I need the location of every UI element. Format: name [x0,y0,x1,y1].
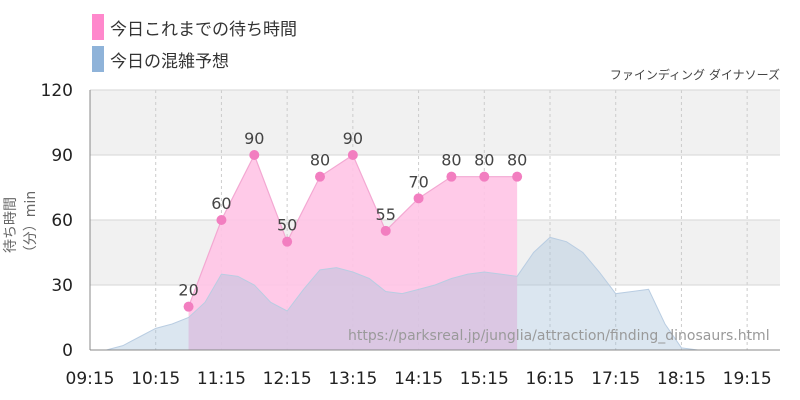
data-label-actual: 80 [441,151,461,170]
data-point-actual [249,150,260,160]
x-tick-label: 16:15 [526,369,575,389]
data-label-actual: 90 [343,129,363,148]
forecast-line [90,236,780,351]
forecast-area [90,237,780,350]
x-tick-label: 17:15 [591,369,640,389]
data-label-actual: 20 [178,281,198,300]
data-point-actual [282,236,293,247]
data-point-actual [347,150,358,160]
y-tick-label: 120 [41,81,73,101]
y-axis-label: 待ち時間（分）min [3,190,39,260]
data-labels: 20 60 90 50 80 90 55 70 80 80 80 [178,129,527,300]
data-label-actual: 90 [244,129,264,148]
x-tick-label: 15:15 [460,369,509,389]
y-tick-label: 30 [51,276,73,296]
x-tick-label: 11:15 [197,369,246,389]
x-tick-label: 19:15 [723,369,772,389]
data-label-actual: 80 [474,151,494,170]
x-tick-label: 14:15 [394,369,443,389]
data-label-actual: 80 [507,151,527,170]
legend-label-forecast: 今日の混雑予想 [110,51,229,72]
data-point-actual [380,225,391,236]
x-tick-label: 13:15 [328,369,377,389]
source-url-watermark: https://parksreal.jp/junglia/attraction/… [348,328,770,344]
chart-subtitle: ファインディング ダイナソーズ [609,68,780,82]
axes [89,90,780,351]
data-label-actual: 80 [310,151,330,170]
data-point-actual [479,171,490,182]
tick-labels: 09:15 10:15 11:15 12:15 13:15 14:15 15:15 16:15… [41,81,772,389]
legend-item-actual: 今日これまでの待ち時間 [92,14,297,40]
data-label-actual: 55 [376,205,396,224]
data-point-actual [183,301,194,312]
legend-swatch-actual [92,14,104,40]
x-tick-label: 12:15 [263,369,312,389]
data-point-actual [413,193,424,204]
series-areas [90,153,780,351]
data-label-actual: 50 [277,216,297,235]
data-label-actual: 70 [408,172,428,191]
x-tick-label: 18:15 [657,369,706,389]
data-point-actual [315,171,325,182]
legend-item-forecast: 今日の混雑予想 [92,46,229,72]
y-tick-label: 60 [51,211,73,231]
legend-label-actual: 今日これまでの待ち時間 [110,19,297,40]
y-tick-label: 0 [62,341,73,361]
data-point-actual [216,215,227,225]
plot-band [90,90,780,155]
x-tick-label: 10:15 [131,369,180,389]
data-label-actual: 60 [211,194,231,213]
legend-swatch-forecast [92,46,104,72]
data-point-actual [446,171,457,182]
data-point-actual [512,171,523,182]
x-tick-label: 09:15 [66,369,115,389]
series-markers [183,150,523,312]
y-tick-label: 90 [51,146,73,166]
actual-wait-area [188,155,518,350]
